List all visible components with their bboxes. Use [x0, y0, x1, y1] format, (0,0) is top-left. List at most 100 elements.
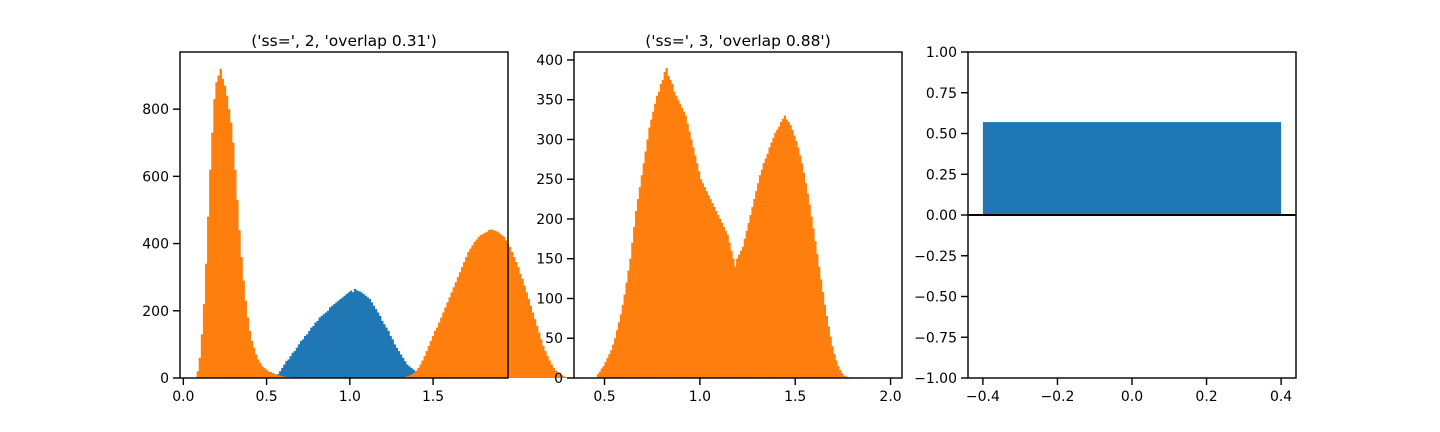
histogram-bar: [779, 121, 783, 378]
histogram-bar: [275, 374, 279, 378]
histogram-bar: [351, 292, 355, 378]
histogram-bar: [797, 147, 800, 378]
histogram-bar: [229, 122, 233, 378]
histogram-bar: [281, 376, 285, 378]
histogram-bar: [431, 335, 435, 378]
histogram-bar: [614, 338, 617, 378]
histogram-bar: [795, 141, 798, 378]
histogram-bar: [747, 222, 750, 378]
y-tick-label: 0.50: [926, 127, 957, 143]
histogram-bar: [816, 253, 819, 378]
histogram-bar: [450, 292, 453, 378]
y-tick-label: −1.00: [914, 371, 957, 387]
histogram-bar: [267, 371, 270, 378]
histogram-bar: [598, 371, 602, 378]
y-tick-label: −0.25: [914, 249, 957, 265]
histogram-bar: [343, 295, 347, 378]
histogram-bar: [502, 236, 506, 378]
histogram-bar: [694, 155, 697, 378]
x-axis: 0.0 0.5 1.0 1.5: [172, 378, 444, 405]
histogram-bar: [283, 364, 286, 378]
histogram-bar: [504, 240, 508, 378]
histogram-bar: [799, 155, 802, 378]
histogram-bar: [515, 262, 518, 378]
histogram-bar: [438, 322, 441, 378]
histogram-bar: [631, 242, 634, 378]
histogram-bar: [349, 290, 353, 378]
histogram-bar: [512, 257, 516, 378]
histogram-bar: [391, 339, 394, 378]
x-tick-label: 0.5: [593, 389, 615, 405]
histogram-bar: [211, 132, 214, 378]
histogram-bar: [636, 199, 640, 378]
histogram-bar: [376, 312, 380, 378]
histogram-bar: [204, 263, 208, 378]
histogram-bar: [648, 127, 651, 378]
histogram-bar: [322, 314, 326, 378]
histogram-bar: [829, 336, 832, 378]
histogram-bar: [705, 191, 708, 378]
histogram-bar: [492, 230, 495, 378]
x-axis: 0.5 1.0 1.5 2.0: [593, 378, 902, 405]
histogram-bar: [318, 317, 322, 378]
histogram-bar: [401, 357, 405, 378]
histogram-bar: [385, 327, 388, 378]
histogram-bar: [741, 246, 745, 378]
histogram-bar: [692, 147, 695, 378]
histogram-bar: [335, 302, 338, 378]
histogram-bar: [722, 226, 725, 378]
histogram-bar: [406, 364, 409, 378]
histogram-bar: [831, 346, 834, 378]
histogram-bar: [644, 151, 647, 378]
histogram-bar: [785, 119, 788, 378]
histogram-bar: [273, 373, 277, 378]
histogram-bar: [406, 375, 410, 378]
histogram-bar: [688, 131, 691, 378]
x-tick-label: 1.5: [784, 389, 806, 405]
histogram-series-blue: [274, 288, 421, 378]
histogram-bar: [596, 374, 600, 378]
histogram-bar: [423, 356, 426, 378]
histogram-bar: [263, 367, 266, 378]
histogram-bar: [508, 246, 512, 378]
x-tick-label: −0.4: [966, 389, 1000, 405]
histogram-bar: [718, 218, 722, 378]
histogram-bar: [287, 359, 290, 378]
histogram-bar: [800, 163, 804, 378]
histogram-bar: [556, 372, 560, 378]
histogram-bar: [374, 309, 378, 378]
histogram-bar: [844, 376, 848, 378]
histogram-bar: [246, 317, 250, 378]
histogram-bar: [219, 68, 222, 379]
histogram-bar: [540, 339, 543, 378]
histogram-bar: [397, 351, 401, 378]
x-tick-label: 0.0: [1121, 389, 1143, 405]
histogram-bar: [479, 235, 483, 378]
histogram-bar: [757, 183, 760, 378]
histogram-bar: [440, 317, 443, 378]
histogram-bar: [606, 358, 609, 378]
histogram-bar: [364, 295, 367, 378]
x-tick-label: 1.0: [689, 389, 711, 405]
histogram-bar: [471, 245, 474, 378]
y-axis: 0 200 400 600 800: [142, 102, 180, 387]
x-tick-label: 0.0: [172, 389, 194, 405]
histogram-bar: [646, 139, 649, 378]
histogram-bar: [435, 327, 439, 378]
histogram-bar: [248, 330, 252, 378]
histogram-bar: [612, 344, 615, 378]
histogram-bar: [279, 371, 282, 378]
histogram-bar: [610, 350, 613, 378]
histogram-bar: [728, 242, 731, 378]
histogram-bar: [778, 126, 781, 379]
histogram-bar: [378, 315, 382, 378]
histogram-bar: [238, 230, 241, 378]
y-tick-label: 0: [554, 371, 563, 387]
histogram-bar: [833, 354, 836, 378]
histogram-bar: [279, 375, 283, 378]
histogram-bar: [565, 376, 568, 378]
histogram-bar: [410, 367, 413, 378]
histogram-bar: [225, 95, 229, 378]
y-tick-label: 800: [142, 102, 169, 118]
histogram-bar: [316, 320, 319, 378]
